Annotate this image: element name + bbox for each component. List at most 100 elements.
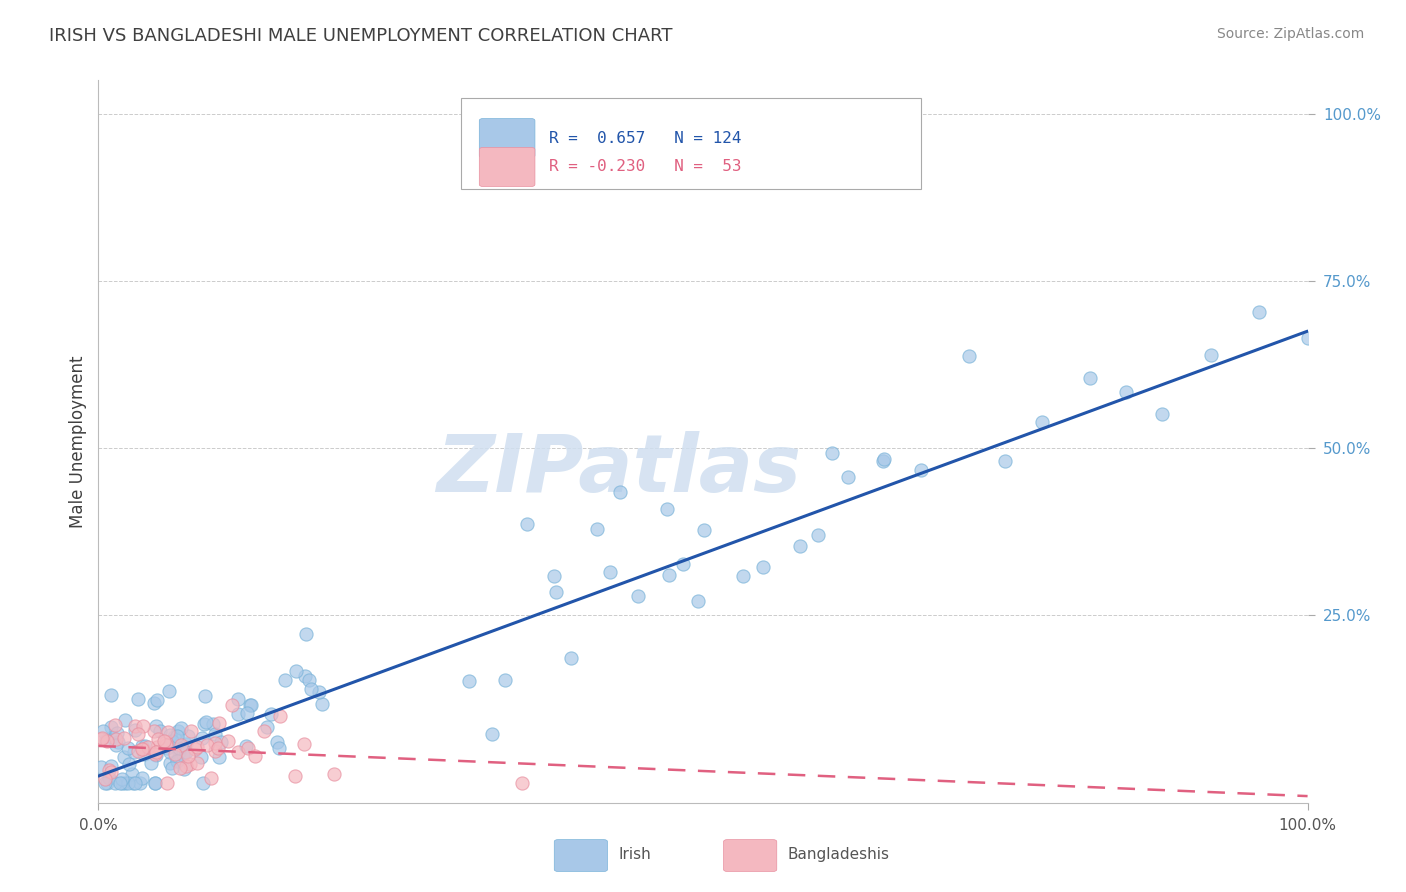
- Point: [226, 691, 249, 706]
- Point: [177, 749, 200, 764]
- Y-axis label: Male Unemployment: Male Unemployment: [69, 355, 87, 528]
- Point: [98, 771, 121, 785]
- Point: [284, 769, 307, 783]
- Text: Source: ZipAtlas.com: Source: ZipAtlas.com: [1216, 27, 1364, 41]
- Point: [145, 747, 167, 762]
- Point: [160, 734, 183, 748]
- Point: [114, 713, 136, 727]
- Point: [240, 698, 263, 712]
- FancyBboxPatch shape: [724, 839, 776, 871]
- Point: [560, 651, 582, 665]
- Point: [173, 762, 195, 776]
- Text: Irish: Irish: [619, 847, 651, 863]
- Point: [167, 723, 190, 738]
- Point: [176, 730, 198, 744]
- Point: [239, 698, 262, 713]
- Point: [127, 727, 149, 741]
- Point: [169, 761, 191, 775]
- Point: [688, 594, 710, 608]
- Point: [789, 539, 811, 553]
- Text: R =  0.657   N = 124: R = 0.657 N = 124: [550, 130, 742, 145]
- Point: [693, 523, 716, 537]
- Point: [104, 776, 127, 790]
- Point: [172, 747, 194, 762]
- Point: [145, 739, 167, 754]
- Point: [193, 776, 215, 790]
- Point: [752, 559, 775, 574]
- Point: [238, 741, 260, 756]
- Point: [122, 745, 145, 759]
- Point: [105, 738, 128, 752]
- Point: [180, 724, 202, 739]
- Point: [111, 776, 134, 790]
- Point: [208, 750, 231, 764]
- Point: [260, 706, 283, 721]
- Point: [208, 715, 231, 730]
- Point: [143, 776, 166, 790]
- Point: [204, 736, 226, 750]
- Point: [112, 731, 135, 746]
- Point: [1199, 348, 1222, 362]
- Point: [1296, 331, 1319, 345]
- Point: [156, 725, 179, 739]
- Point: [174, 737, 197, 751]
- Point: [127, 692, 149, 706]
- Point: [93, 724, 115, 739]
- Point: [837, 470, 859, 484]
- Point: [323, 767, 346, 781]
- Point: [910, 463, 932, 477]
- Point: [100, 688, 122, 702]
- Point: [299, 682, 322, 697]
- Point: [186, 740, 208, 755]
- Point: [156, 740, 179, 755]
- Point: [1078, 371, 1101, 385]
- Point: [100, 720, 122, 734]
- Point: [176, 746, 198, 760]
- Point: [658, 568, 681, 582]
- Point: [165, 747, 187, 761]
- Point: [117, 776, 139, 790]
- Point: [107, 735, 129, 749]
- Point: [134, 739, 156, 753]
- FancyBboxPatch shape: [479, 147, 534, 186]
- Point: [807, 528, 830, 542]
- Text: ZIPatlas: ZIPatlas: [436, 432, 801, 509]
- Point: [308, 685, 330, 699]
- Point: [121, 767, 143, 781]
- Point: [599, 565, 621, 579]
- Point: [124, 776, 146, 790]
- Point: [100, 765, 122, 780]
- Point: [143, 747, 166, 762]
- Point: [163, 730, 186, 744]
- Point: [294, 626, 316, 640]
- Point: [873, 452, 896, 467]
- Text: R = -0.230   N =  53: R = -0.230 N = 53: [550, 160, 742, 175]
- Point: [94, 776, 117, 790]
- FancyBboxPatch shape: [461, 98, 921, 189]
- Point: [105, 732, 128, 747]
- Point: [159, 746, 181, 760]
- Point: [110, 772, 132, 786]
- Point: [132, 747, 155, 761]
- Point: [160, 761, 183, 775]
- Point: [184, 741, 207, 756]
- Point: [266, 735, 288, 749]
- Point: [96, 776, 118, 790]
- Point: [114, 776, 136, 790]
- Point: [142, 696, 165, 710]
- Point: [145, 776, 167, 790]
- Point: [124, 723, 146, 737]
- Point: [236, 706, 259, 721]
- Point: [872, 454, 894, 468]
- Point: [821, 446, 844, 460]
- Point: [141, 756, 163, 770]
- Point: [143, 724, 166, 739]
- Point: [1031, 415, 1053, 429]
- Point: [127, 744, 149, 758]
- Point: [117, 741, 139, 756]
- Point: [112, 750, 135, 764]
- Point: [169, 745, 191, 759]
- Point: [90, 760, 112, 774]
- Point: [170, 722, 193, 736]
- Point: [543, 568, 565, 582]
